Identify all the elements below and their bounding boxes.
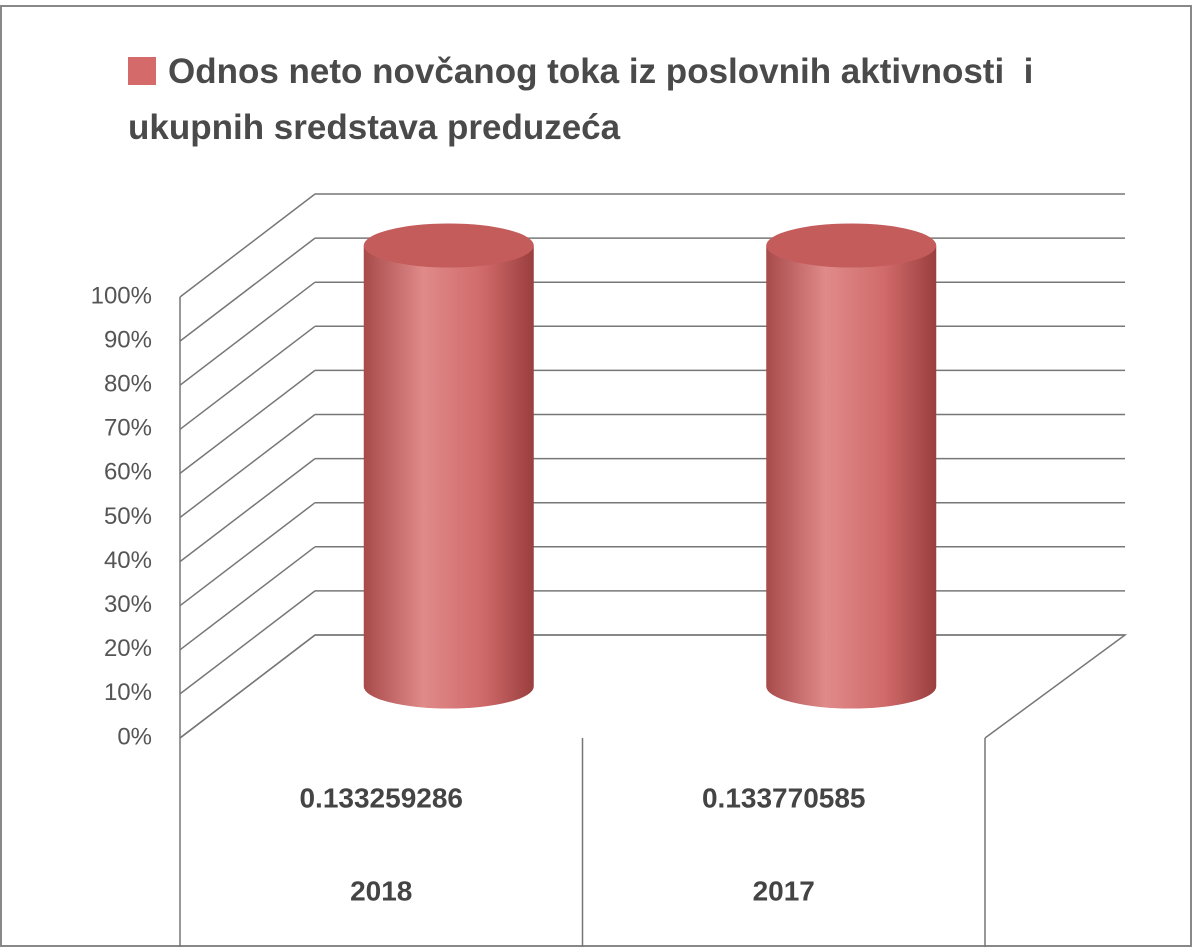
chart-border: [0, 5, 1192, 947]
table-value: 0.133770585: [702, 782, 866, 813]
x-tick-label: 2018: [350, 875, 412, 906]
table-value: 0.133259286: [299, 782, 463, 813]
grid-line: [179, 458, 316, 563]
y-tick-label: 40%: [104, 547, 152, 574]
y-tick-label: 30%: [104, 591, 152, 618]
cylinder: [363, 245, 534, 709]
grid-line: [179, 281, 316, 386]
grid-line: [179, 413, 316, 519]
grid-line: [179, 193, 316, 298]
grid-line: [179, 502, 316, 607]
y-tick-label: 10%: [104, 679, 152, 706]
y-tick-label: 60%: [104, 459, 152, 486]
cylinder: [766, 245, 937, 709]
y-tick-label: 0%: [117, 723, 152, 750]
cylinder-top: [363, 223, 534, 268]
cylinder-top: [766, 223, 937, 268]
grid-line: [179, 590, 316, 695]
y-tick-label: 50%: [104, 503, 152, 530]
floor-edge: [179, 634, 1128, 739]
x-tick-label: 2017: [753, 875, 815, 906]
grid-line: [179, 634, 316, 739]
y-tick-label: 100%: [91, 282, 152, 309]
y-tick-label: 90%: [104, 326, 152, 353]
grid-line: [179, 369, 316, 474]
grid-line: [179, 546, 316, 651]
y-tick-label: 20%: [104, 635, 152, 662]
y-tick-label: 80%: [104, 371, 152, 398]
legend-swatch: [128, 57, 156, 85]
y-tick-label: 70%: [104, 415, 152, 442]
legend: Odnos neto novčanog toka iz poslovnih ak…: [128, 44, 1088, 156]
grid-line: [179, 237, 316, 342]
legend-label: Odnos neto novčanog toka iz poslovnih ak…: [128, 52, 1044, 147]
grid-line: [179, 325, 316, 430]
